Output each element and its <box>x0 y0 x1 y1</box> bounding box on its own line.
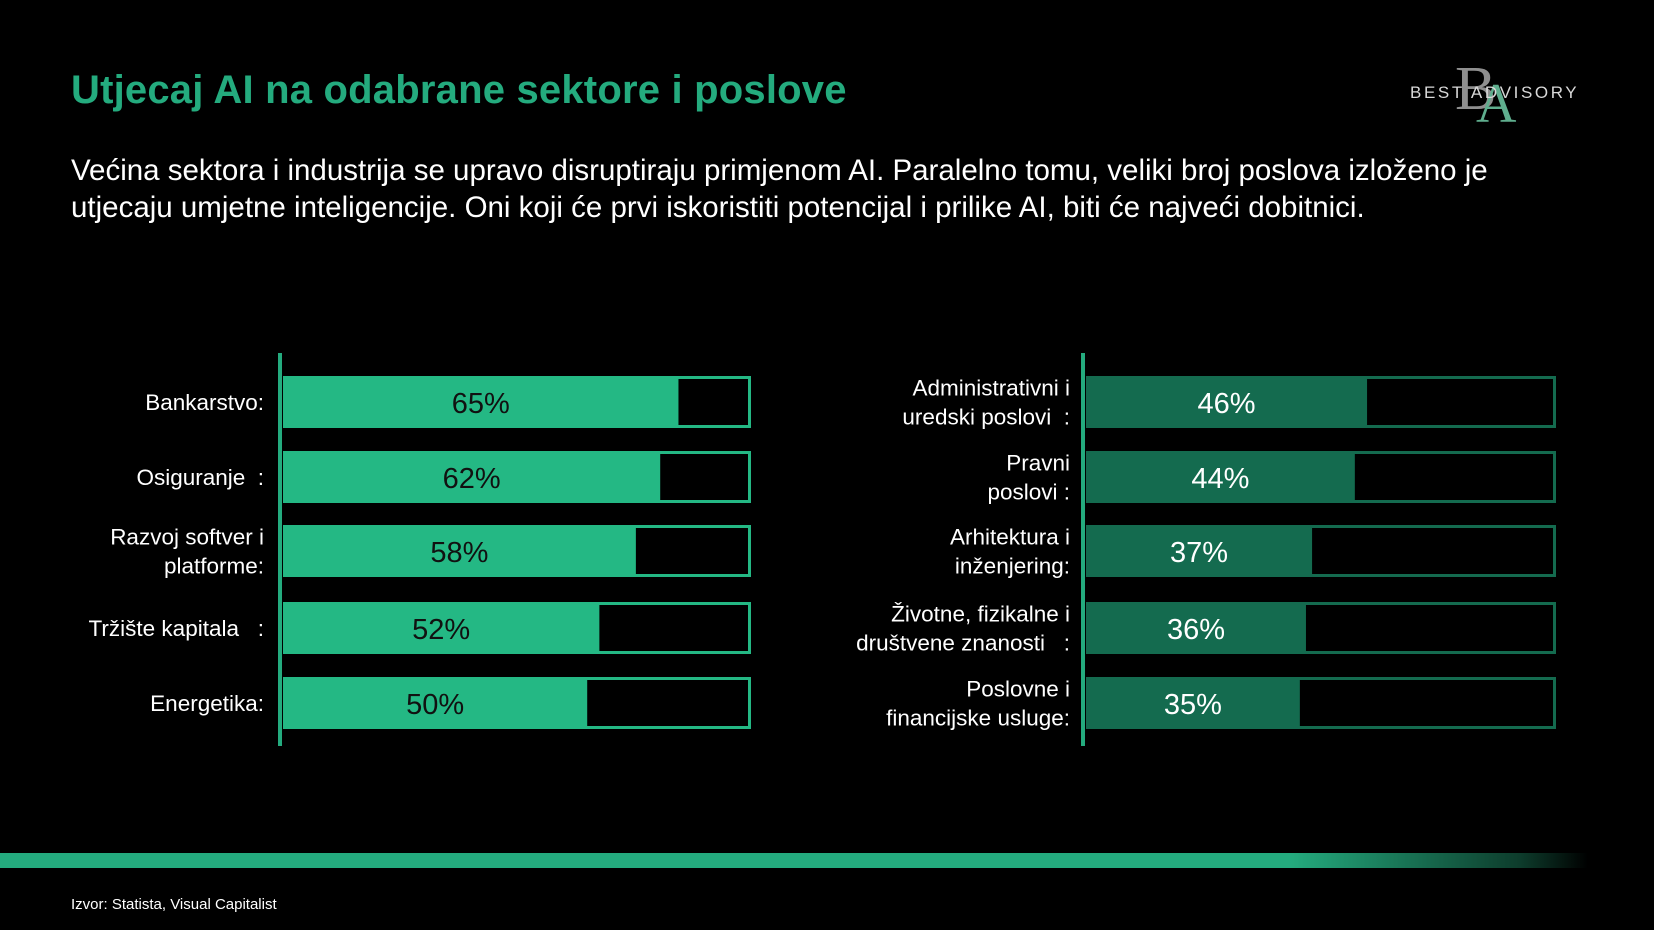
logo-monogram-a: A <box>1476 73 1517 135</box>
chart-1-category-label: Energetika: <box>150 691 264 716</box>
chart-2-category-label: Arhitektura i <box>950 525 1070 550</box>
chart-2-category-label: uredski poslovi : <box>902 405 1070 430</box>
chart-2-bar <box>1086 602 1306 654</box>
chart-2-data-label: 37% <box>1170 537 1228 569</box>
chart-2-data-label: 46% <box>1198 388 1256 420</box>
best-advisory-logo: B A BEST ADVISORY <box>1410 55 1577 135</box>
footer-accent-bar <box>0 853 1654 868</box>
chart-2-bar <box>1086 525 1313 577</box>
chart-1-category-label: Razvoj softver i <box>110 525 264 550</box>
chart-1-category-label: platforme: <box>164 554 264 579</box>
source-note: Izvor: Statista, Visual Capitalist <box>71 896 277 913</box>
chart-1-data-label: 62% <box>443 463 501 495</box>
chart-2-category-label: financijske usluge: <box>886 706 1070 731</box>
chart-2-bar <box>1086 451 1355 503</box>
chart-2-category-label: društvene znanosti : <box>856 631 1070 656</box>
chart-2-category-label: Poslovne i <box>966 677 1070 702</box>
logo-wordmark: BEST ADVISORY <box>1410 83 1580 102</box>
chart-1-data-label: 50% <box>406 689 464 721</box>
chart-2-bar <box>1086 376 1368 428</box>
chart-1-category-label: Bankarstvo: <box>145 390 264 415</box>
chart-2-data-label: 36% <box>1167 614 1225 646</box>
page-subtitle: Većina sektora i industrija se upravo di… <box>71 154 1488 224</box>
chart-1-bar <box>283 451 661 503</box>
logo-monogram-b: B <box>1455 55 1497 123</box>
chart-1-category-label: Tržište kapitala : <box>89 616 264 641</box>
chart-2-bar <box>1086 677 1300 729</box>
chart-1-category-label: Osiguranje : <box>136 465 264 490</box>
chart-1-data-label: 58% <box>430 537 488 569</box>
page-title: Utjecaj AI na odabrane sektore i poslove <box>71 68 847 112</box>
chart-1-bar <box>283 677 588 729</box>
chart-2-category-label: poslovi : <box>987 480 1070 505</box>
chart-1-bar <box>283 525 636 577</box>
chart-1-bar <box>283 602 600 654</box>
chart-2-category-label: inženjering: <box>955 554 1070 579</box>
chart-2-category-label: Pravni <box>1006 451 1070 476</box>
chart-2-category-label: Životne, fizikalne i <box>891 602 1070 627</box>
chart-1-data-label: 52% <box>412 614 470 646</box>
chart-2-category-label: Administrativni i <box>912 376 1070 401</box>
chart-1-data-label: 65% <box>452 388 510 420</box>
chart-2-data-label: 35% <box>1164 689 1222 721</box>
chart-2-data-label: 44% <box>1191 463 1249 495</box>
chart-1-bar <box>283 376 679 428</box>
